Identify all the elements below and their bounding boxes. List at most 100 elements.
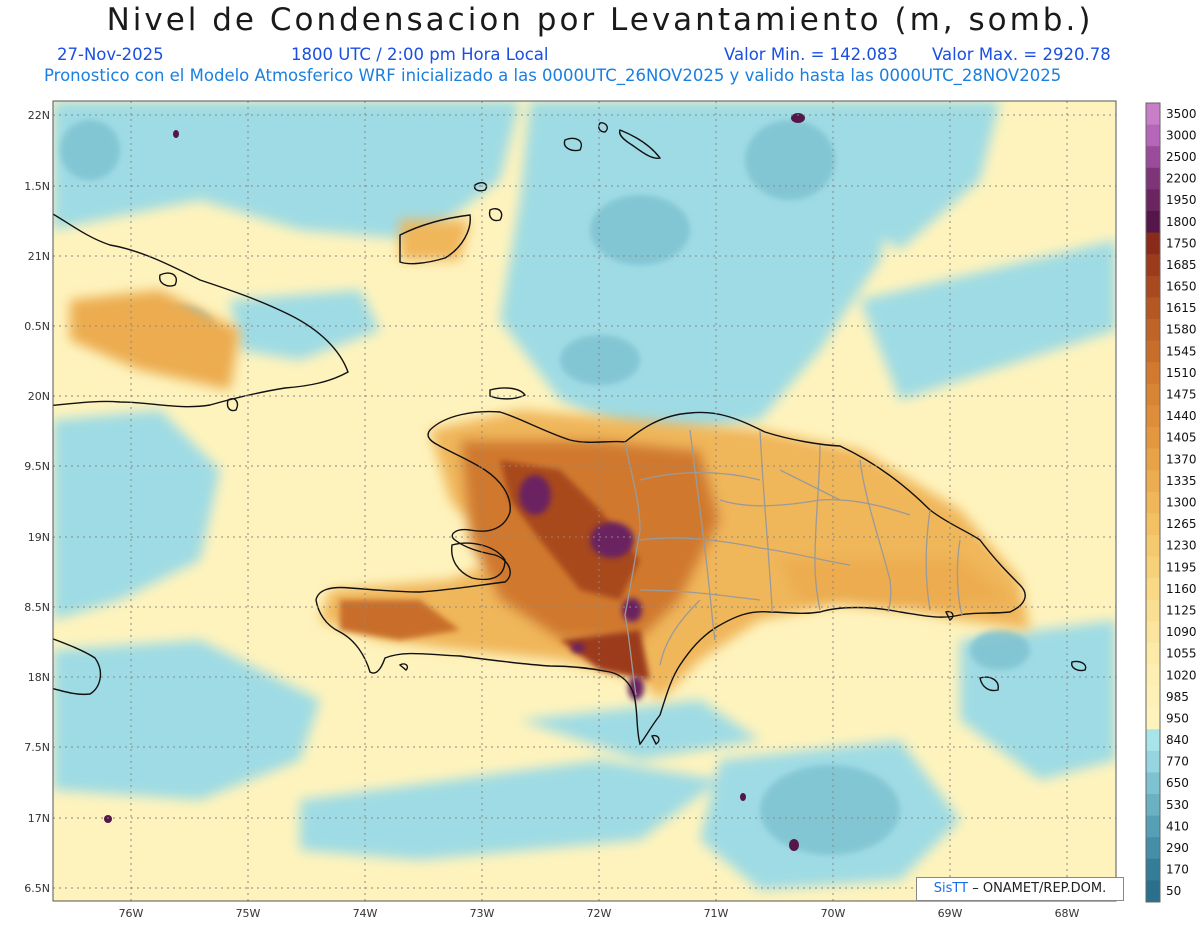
colorbar-swatch <box>1146 167 1160 190</box>
colorbar-label: 770 <box>1166 755 1189 769</box>
colorbar-swatch <box>1146 837 1160 860</box>
colorbar-swatch <box>1146 189 1160 212</box>
lon-label: 71W <box>704 907 729 920</box>
colorbar-label: 1950 <box>1166 193 1197 207</box>
colorbar-swatch <box>1146 578 1160 601</box>
colorbar-label: 2500 <box>1166 150 1197 164</box>
colorbar-label: 1475 <box>1166 388 1197 402</box>
colorbar-label: 1020 <box>1166 668 1197 682</box>
colorbar-swatch <box>1146 383 1160 406</box>
colorbar-swatch <box>1146 470 1160 493</box>
lon-label: 75W <box>236 907 261 920</box>
colorbar-swatch <box>1146 426 1160 450</box>
colorbar-label: 1055 <box>1166 647 1197 661</box>
colorbar-label: 3500 <box>1166 107 1197 121</box>
colorbar-label: 1195 <box>1166 560 1197 574</box>
colorbar-swatch <box>1146 556 1160 579</box>
colorbar-swatch <box>1146 642 1160 665</box>
map-title: Nivel de Condensacion por Levantamiento … <box>106 2 1094 38</box>
colorbar-swatch <box>1146 491 1160 514</box>
colorbar-swatch <box>1146 254 1160 277</box>
colorbar-swatch <box>1146 448 1160 471</box>
colorbar-label: 50 <box>1166 884 1181 898</box>
colorbar-label: 1125 <box>1166 603 1197 617</box>
province-boundaries <box>624 429 963 696</box>
plot-frame <box>52 100 1117 902</box>
lat-label: 7.5N <box>24 741 50 754</box>
colorbar-swatch <box>1146 599 1160 622</box>
colorbar-label: 1265 <box>1166 517 1197 531</box>
colorbar-swatch <box>1146 858 1160 881</box>
lon-label: 72W <box>587 907 612 920</box>
colorbar-label: 650 <box>1166 776 1189 790</box>
lon-label: 70W <box>821 907 846 920</box>
forecast-subtitle: Pronostico con el Modelo Atmosferico WRF… <box>44 66 1062 85</box>
colorbar-swatch <box>1146 340 1160 363</box>
colorbar-swatch <box>1146 815 1160 838</box>
colorbar-swatch <box>1146 362 1160 385</box>
colorbar-label: 950 <box>1166 711 1189 725</box>
lon-label: 69W <box>938 907 963 920</box>
colorbar-swatch <box>1146 621 1160 644</box>
colorbar-label: 1405 <box>1166 431 1197 445</box>
lat-label: 18N <box>28 671 50 684</box>
colorbar-label: 985 <box>1166 690 1189 704</box>
colorbar-label: 1370 <box>1166 452 1197 466</box>
lat-label: 8.5N <box>24 601 50 614</box>
colorbar-label: 1750 <box>1166 236 1197 250</box>
colorbar-label: 1685 <box>1166 258 1197 272</box>
colorbar-label: 1580 <box>1166 323 1197 337</box>
colorbar-swatch <box>1146 103 1160 126</box>
graticule <box>53 101 1116 901</box>
min-value: Valor Min. = 142.083 <box>724 45 898 64</box>
credit-box: SisTT – ONAMET/REP.DOM. <box>916 877 1124 901</box>
colorbar-label: 1440 <box>1166 409 1197 423</box>
colorbar-label: 3000 <box>1166 128 1197 142</box>
colorbar-swatch <box>1146 750 1160 773</box>
colorbar-swatch <box>1146 275 1160 298</box>
colorbar-label: 840 <box>1166 733 1189 747</box>
lat-label: 9.5N <box>24 460 50 473</box>
colorbar-swatch <box>1146 513 1160 536</box>
colorbar-label: 1090 <box>1166 625 1197 639</box>
colorbar-label: 2200 <box>1166 172 1197 186</box>
lat-label: 22N <box>28 109 50 122</box>
colorbar-label: 1545 <box>1166 344 1197 358</box>
colorbar-swatch <box>1146 232 1160 255</box>
lon-label: 73W <box>470 907 495 920</box>
colorbar-swatch <box>1146 405 1160 428</box>
colorbar-label: 410 <box>1166 819 1189 833</box>
colorbar-swatch <box>1146 880 1160 903</box>
lon-label: 76W <box>119 907 144 920</box>
forecast-date: 27-Nov-2025 <box>57 45 164 64</box>
colorbar-swatch <box>1146 146 1160 169</box>
colorbar-swatch <box>1146 686 1160 709</box>
colorbar-label: 1230 <box>1166 539 1197 553</box>
max-value: Valor Max. = 2920.78 <box>932 45 1111 64</box>
colorbar-swatch <box>1146 794 1160 817</box>
lat-label: 0.5N <box>24 320 50 333</box>
colorbar-swatch <box>1146 707 1160 730</box>
lon-label: 74W <box>353 907 378 920</box>
colorbar-frame <box>1145 102 1161 903</box>
lat-label: 19N <box>28 531 50 544</box>
lon-label: 68W <box>1055 907 1080 920</box>
colorbar-label: 170 <box>1166 863 1189 877</box>
colorbar-swatch <box>1146 297 1160 320</box>
colorbar-swatch <box>1146 534 1160 557</box>
forecast-time: 1800 UTC / 2:00 pm Hora Local <box>291 45 549 64</box>
lat-label: 6.5N <box>24 882 50 895</box>
colorbar-label: 1160 <box>1166 582 1197 596</box>
colorbar: 3500 3000 2500 2200 1950 1800 1750 1685 1650 1615… <box>1145 102 1197 903</box>
colorbar-swatch <box>1146 124 1160 147</box>
colorbar-swatch <box>1146 210 1160 234</box>
colorbar-label: 290 <box>1166 841 1189 855</box>
colorbar-swatch <box>1146 729 1160 752</box>
lat-label: 21N <box>28 250 50 263</box>
credit-text: – ONAMET/REP.DOM. <box>972 881 1107 896</box>
colorbar-label: 530 <box>1166 798 1189 812</box>
latitude-labels: 22N 1.5N 21N 0.5N 20N 9.5N 19N 8.5N 18N … <box>24 109 50 895</box>
colorbar-label: 1335 <box>1166 474 1197 488</box>
colorbar-label: 1650 <box>1166 280 1197 294</box>
